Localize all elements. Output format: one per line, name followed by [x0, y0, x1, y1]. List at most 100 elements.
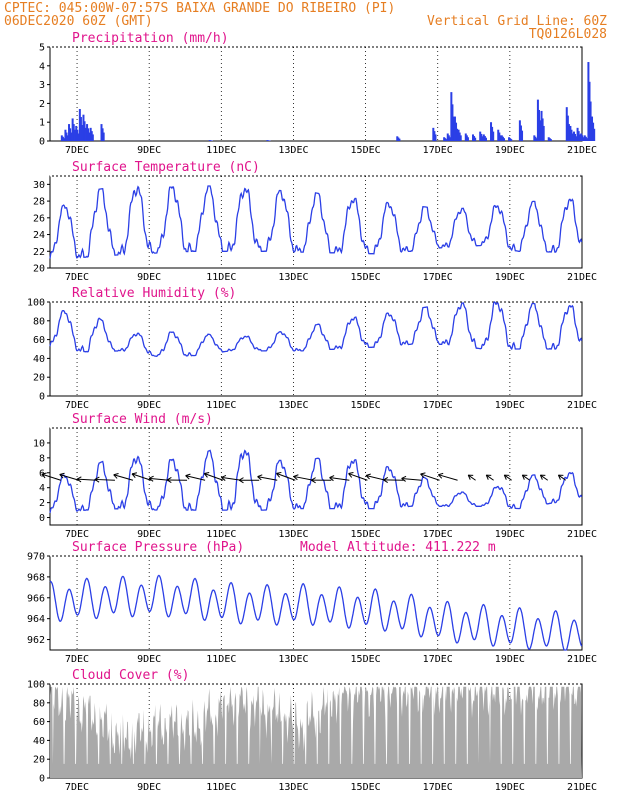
wind-arrow-head — [383, 476, 389, 483]
precip-bar — [61, 136, 64, 141]
y-tick-label: 40 — [33, 354, 45, 365]
y-tick-label: 22 — [33, 247, 45, 258]
precip-bar — [479, 131, 482, 141]
precip-bar — [456, 128, 459, 141]
precip-bar — [484, 137, 487, 141]
x-tick-label: 7DEC — [65, 145, 89, 156]
precip-bar — [451, 104, 454, 141]
precip-bar — [542, 125, 545, 141]
x-tick-label: 11DEC — [206, 400, 236, 411]
y-tick-label: 966 — [27, 593, 45, 604]
x-tick-label: 19DEC — [495, 272, 525, 283]
panel-title: Surface Pressure (hPa) — [72, 540, 244, 555]
precip-bar — [503, 138, 506, 141]
y-tick-label: 26 — [33, 213, 45, 224]
precip-bar — [78, 109, 81, 141]
panel-title: Surface Temperature (nC) — [72, 160, 260, 175]
precip-bar — [101, 128, 104, 141]
precip-bar — [585, 138, 588, 141]
precip-bar — [565, 107, 568, 141]
y-tick-label: 10 — [33, 438, 45, 449]
x-tick-label: 19DEC — [495, 782, 525, 793]
precip-bar — [492, 131, 495, 141]
wind-arrow — [221, 476, 242, 481]
precip-bar — [510, 139, 513, 141]
x-tick-label: 19DEC — [495, 529, 525, 540]
precip-bar — [89, 127, 92, 141]
panel-frame — [49, 301, 583, 397]
x-tick-label: 19DEC — [495, 400, 525, 411]
wind-arrow-head — [557, 474, 564, 480]
precip-bar — [88, 132, 91, 141]
precip-bar — [266, 140, 269, 141]
precip-bar — [60, 135, 63, 141]
wind-arrow-head — [348, 472, 354, 478]
precip-bar — [518, 120, 521, 141]
precip-bar — [70, 132, 73, 141]
wind-arrow-head — [185, 473, 191, 480]
x-tick-label: 15DEC — [351, 529, 381, 540]
wind-arrow-head — [257, 474, 263, 481]
precip-bar — [519, 125, 522, 141]
wind-arrow-head — [401, 475, 407, 482]
wind-arrow — [149, 477, 170, 481]
y-tick-label: 100 — [27, 298, 45, 309]
wind-arrow — [185, 475, 206, 481]
precip-bar — [474, 137, 477, 141]
precip-bar — [581, 135, 584, 141]
precip-bar — [508, 137, 511, 141]
y-tick-label: 28 — [33, 197, 45, 208]
precip-bar — [459, 135, 462, 141]
header-init-time: 06DEC2020 60Z (GMT) — [4, 14, 153, 29]
wind-arrow — [504, 474, 512, 481]
precip-bar — [79, 117, 82, 141]
precip-bar — [549, 139, 552, 141]
precip-bar — [466, 137, 469, 141]
x-tick-label: 11DEC — [206, 145, 236, 156]
wind-arrow — [76, 478, 97, 481]
temp-line — [49, 185, 583, 259]
precip-bar — [567, 124, 570, 141]
precip-bar — [588, 81, 591, 141]
x-tick-label: 11DEC — [206, 654, 236, 665]
y-tick-label: 0 — [39, 774, 45, 785]
precip-bar — [209, 140, 212, 141]
panel-frame — [49, 175, 583, 269]
precip-bar — [448, 137, 451, 141]
precip-bar — [83, 121, 86, 141]
x-tick-label: 19DEC — [495, 654, 525, 665]
wind-arrow — [348, 473, 368, 481]
y-tick-label: 20 — [33, 264, 45, 275]
precip-bar — [64, 129, 67, 141]
x-tick-label: 21DEC — [567, 145, 597, 156]
wind-arrow — [59, 473, 79, 481]
x-tick-label: 17DEC — [423, 272, 453, 283]
wind-arrow-head — [420, 472, 426, 479]
precip-bar — [497, 129, 500, 141]
rh-line — [49, 301, 583, 357]
panels: 7DEC 9DEC 11DEC 13DEC 15DEC 17DEC 19DEC 21DEC 0 1… — [27, 31, 597, 793]
y-tick-label: 0 — [39, 513, 45, 524]
precip-bar — [77, 133, 80, 141]
precip-bar — [574, 133, 577, 141]
x-tick-label: 13DEC — [278, 529, 308, 540]
precip-bar — [500, 135, 503, 141]
x-tick-label: 9DEC — [137, 782, 161, 793]
y-tick-label: 964 — [27, 614, 45, 625]
precip-bar — [536, 99, 539, 141]
x-tick-label: 15DEC — [351, 400, 381, 411]
precip-bar — [396, 136, 399, 141]
cloud-area — [50, 686, 582, 778]
y-tick-label: 60 — [33, 717, 45, 728]
panel-pressure: 7DEC 9DEC 11DEC 13DEC 15DEC 17DEC 19DEC 21DEC 96… — [27, 540, 597, 665]
y-tick-label: 20 — [33, 373, 45, 384]
precip-bar — [473, 136, 476, 141]
wind-arrow-head — [148, 475, 154, 482]
wind-arrow-head — [467, 474, 474, 480]
precip-bar — [455, 122, 458, 141]
y-tick-label: 4 — [39, 61, 45, 72]
wind-arrow — [401, 477, 422, 481]
wind-arrow — [467, 474, 476, 481]
panel-subtitle: Model Altitude: 411.222 m — [300, 540, 496, 555]
precip-bar — [480, 133, 483, 141]
